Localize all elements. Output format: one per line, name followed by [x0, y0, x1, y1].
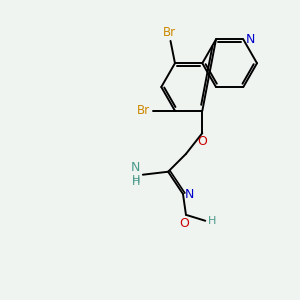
- Text: H: H: [132, 177, 140, 187]
- Text: Br: Br: [136, 104, 150, 117]
- Text: Br: Br: [163, 26, 176, 39]
- Text: O: O: [179, 217, 189, 230]
- Text: N: N: [246, 33, 255, 46]
- Text: N: N: [184, 188, 194, 200]
- Text: H: H: [208, 216, 216, 226]
- Text: O: O: [197, 135, 207, 148]
- Text: N: N: [131, 161, 140, 174]
- Text: H: H: [132, 175, 140, 185]
